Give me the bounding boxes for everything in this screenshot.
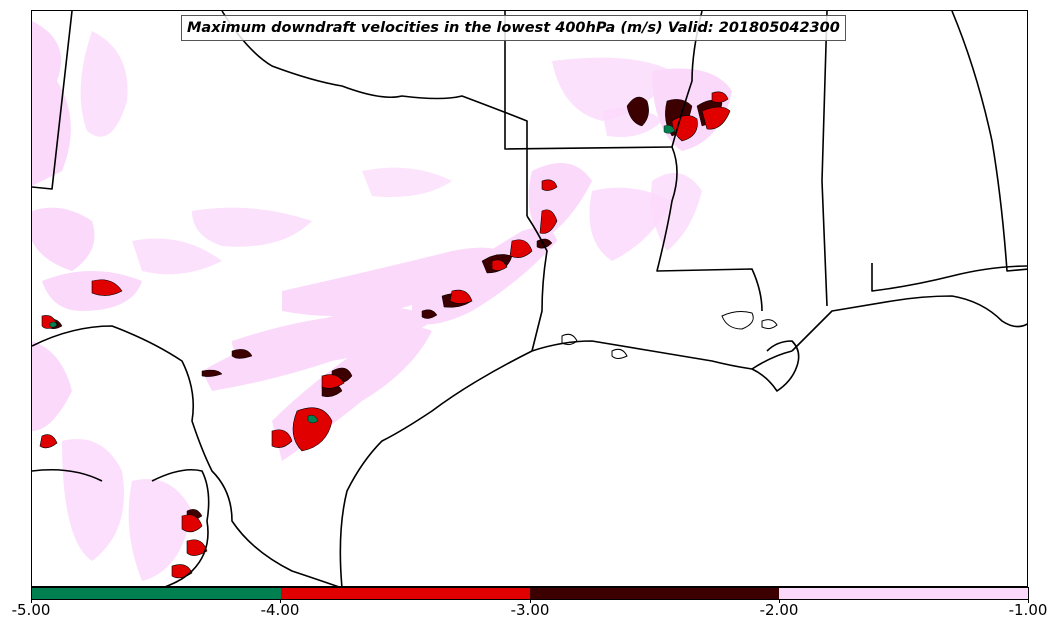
colorbar-tick: [530, 599, 531, 603]
colorbar-segment-4: [779, 588, 1028, 599]
map-panel: [31, 10, 1028, 587]
colorbar-label: -3.00: [510, 601, 550, 619]
colorbar-segment-3: [530, 588, 779, 599]
colorbar-tick: [1028, 599, 1029, 603]
colorbar-tick: [31, 599, 32, 603]
colorbar-segment-1: [32, 588, 281, 599]
map-canvas: [32, 11, 1027, 586]
colorbar-label: -2.00: [759, 601, 799, 619]
map-title: Maximum downdraft velocities in the lowe…: [181, 15, 846, 41]
political-borders: [32, 11, 1027, 586]
colorbar-label: -5.00: [11, 601, 51, 619]
strong-downdraft-cells: [39, 91, 731, 579]
colorbar-label: -1.00: [1008, 601, 1048, 619]
extreme-downdraft-cells: [49, 124, 676, 424]
weak-downdraft-field: [32, 21, 732, 581]
colorbar-tick: [779, 599, 780, 603]
colorbar-segment-2: [281, 588, 530, 599]
coastal-water-features: [561, 311, 778, 359]
colorbar-tick: [280, 599, 281, 603]
colorbar-label: -4.00: [260, 601, 300, 619]
